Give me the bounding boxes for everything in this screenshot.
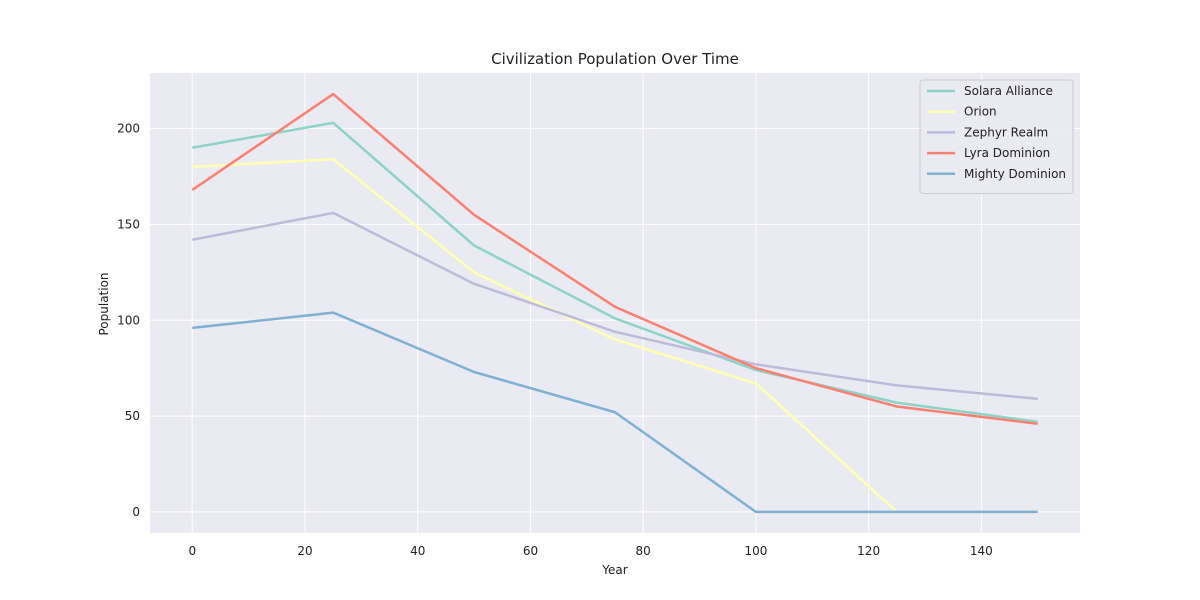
series-line-solara-alliance xyxy=(192,121,1038,424)
x-axis-ticks: 0 20 40 60 80 100 120 140 xyxy=(188,544,992,558)
y-tick-label: 200 xyxy=(117,122,140,136)
x-tick-label: 120 xyxy=(857,544,880,558)
series-lines xyxy=(191,92,1038,514)
x-tick-label: 60 xyxy=(523,544,538,558)
x-axis-label: Year xyxy=(601,563,627,577)
legend-entry-label: Solara Alliance xyxy=(964,84,1053,98)
x-tick-label: 80 xyxy=(636,544,651,558)
legend-entry-label: Zephyr Realm xyxy=(964,125,1048,139)
legend: Solara Alliance Orion Zephyr Realm Lyra Dom… xyxy=(919,79,1074,194)
legend-entry-label: Lyra Dominion xyxy=(964,146,1050,160)
x-tick-label: 100 xyxy=(744,544,767,558)
y-tick-label: 150 xyxy=(117,217,140,231)
y-tick-label: 50 xyxy=(125,409,140,423)
x-tick-label: 40 xyxy=(410,544,425,558)
legend-entry-label: Mighty Dominion xyxy=(964,167,1066,181)
x-tick-label: 0 xyxy=(188,544,196,558)
series-line-lyra-dominion xyxy=(191,92,1038,425)
series-line-mighty-dominion xyxy=(192,311,1038,514)
x-tick-label: 140 xyxy=(970,544,993,558)
chart-title: Civilization Population Over Time xyxy=(491,50,739,68)
y-tick-label: 0 xyxy=(132,505,140,519)
legend-box xyxy=(919,79,1074,194)
y-axis-label: Population xyxy=(97,272,111,335)
series-line-orion xyxy=(192,158,898,513)
legend-entry-label: Orion xyxy=(964,105,997,119)
y-axis-ticks: 0 50 100 150 200 xyxy=(117,122,140,519)
series-line-zephyr-realm xyxy=(192,211,1038,401)
y-tick-label: 100 xyxy=(117,313,140,327)
x-tick-label: 20 xyxy=(297,544,312,558)
